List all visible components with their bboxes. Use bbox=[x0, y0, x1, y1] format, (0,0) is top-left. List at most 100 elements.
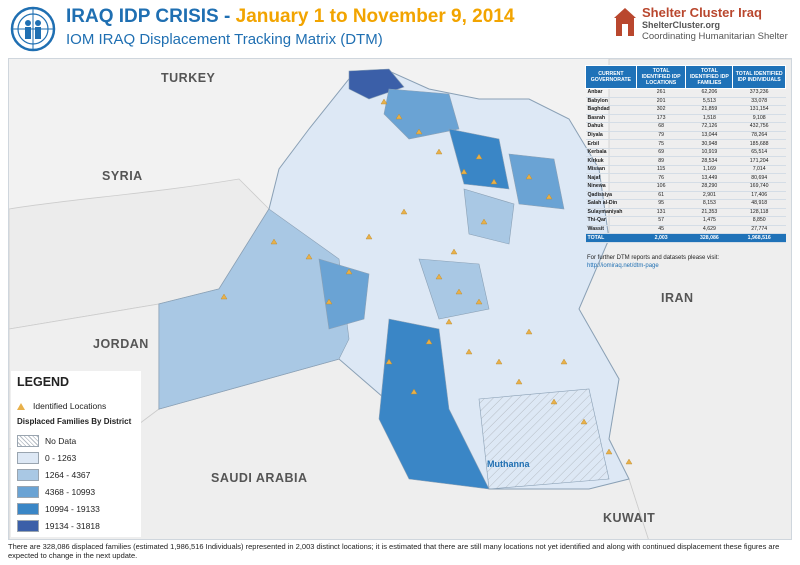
legend-swatch bbox=[17, 435, 39, 447]
location-marker bbox=[345, 268, 353, 275]
sulaymaniyah-district bbox=[508, 153, 565, 210]
location-marker bbox=[465, 348, 473, 355]
table-row: Baghdad 302 21,859 131,154 bbox=[585, 105, 786, 115]
location-marker bbox=[400, 208, 408, 215]
dtm-link[interactable]: http://iomiraq.net/dtm-page bbox=[587, 263, 659, 269]
value-cell: 2,901 bbox=[685, 191, 733, 201]
value-cell: 79 bbox=[636, 131, 686, 141]
table-header-row: CURRENT GOVERNORATE TOTAL IDENTIFIED IDP… bbox=[585, 65, 786, 89]
country-label-iran: IRAN bbox=[661, 291, 694, 305]
location-marker bbox=[380, 98, 388, 105]
value-cell: 106 bbox=[636, 182, 686, 192]
governorate-cell: Babylon bbox=[585, 97, 637, 107]
table-row: Kerbala 69 10,919 65,514 bbox=[585, 148, 786, 158]
map-panel: TURKEY SYRIA JORDAN SAUDI ARABIA IRAN KU… bbox=[8, 58, 792, 540]
value-cell: 33,078 bbox=[732, 97, 786, 107]
dtm-note: For further DTM reports and datasets ple… bbox=[587, 255, 720, 261]
value-cell: 61 bbox=[636, 191, 686, 201]
value-cell: 21,353 bbox=[685, 208, 733, 218]
location-marker bbox=[480, 218, 488, 225]
location-marker bbox=[550, 398, 558, 405]
value-cell: 185,688 bbox=[732, 139, 786, 149]
governorate-cell: Wassit bbox=[585, 225, 637, 235]
value-cell: 261 bbox=[636, 88, 686, 98]
governorate-cell: Baghdad bbox=[585, 105, 637, 115]
country-label-syria: SYRIA bbox=[102, 169, 143, 183]
location-marker bbox=[625, 458, 633, 465]
legend-class-label: No Data bbox=[45, 436, 77, 446]
column-header: TOTAL IDENTIFIED IDP INDIVIDUALS bbox=[732, 65, 786, 89]
legend-class: No Data bbox=[17, 435, 137, 448]
country-label-kuwait: KUWAIT bbox=[603, 511, 656, 525]
shelter-cluster-name: Shelter Cluster Iraq bbox=[642, 5, 762, 20]
location-marker bbox=[450, 248, 458, 255]
governorate-label-muthanna: Muthanna bbox=[487, 459, 530, 469]
footer-note: There are 328,086 displaced families (es… bbox=[8, 542, 780, 560]
value-cell: 21,859 bbox=[685, 105, 733, 115]
value-cell: 8,850 bbox=[732, 216, 786, 226]
location-marker bbox=[305, 253, 313, 260]
location-marker bbox=[490, 178, 498, 185]
table-row: Kirkuk 89 28,534 171,204 bbox=[585, 156, 786, 166]
title-date: January 1 to November 9, 2014 bbox=[235, 6, 515, 27]
value-cell: 72,126 bbox=[685, 122, 733, 132]
triangle-marker-icon bbox=[17, 403, 25, 410]
table-row: Sulaymaniyah 131 21,353 128,118 bbox=[585, 208, 786, 218]
value-cell: 115 bbox=[636, 165, 686, 175]
location-marker bbox=[605, 448, 613, 455]
total-value-cell: 1,968,516 bbox=[732, 233, 786, 243]
location-marker bbox=[445, 318, 453, 325]
baghdad-district bbox=[418, 258, 490, 320]
country-label-saudi-arabia: SAUDI ARABIA bbox=[211, 471, 308, 485]
value-cell: 28,534 bbox=[685, 156, 733, 166]
value-cell: 57 bbox=[636, 216, 686, 226]
value-cell: 201 bbox=[636, 97, 686, 107]
page-title: IRAQ IDP CRISIS - January 1 to November … bbox=[66, 6, 515, 27]
legend-locations: Identified Locations bbox=[17, 401, 106, 411]
location-marker bbox=[395, 113, 403, 120]
legend-swatch bbox=[17, 469, 39, 481]
value-cell: 4,629 bbox=[685, 225, 733, 235]
governorate-summary-table: CURRENT GOVERNORATE TOTAL IDENTIFIED IDP… bbox=[585, 65, 786, 243]
value-cell: 76 bbox=[636, 173, 686, 183]
location-marker bbox=[435, 273, 443, 280]
governorate-cell: Kerbala bbox=[585, 148, 637, 158]
country-label-jordan: JORDAN bbox=[93, 337, 149, 351]
table-row: Babylon 201 5,513 33,078 bbox=[585, 97, 786, 107]
location-marker bbox=[495, 358, 503, 365]
table-row: Erbil 75 30,948 185,688 bbox=[585, 139, 786, 149]
location-marker bbox=[425, 338, 433, 345]
header: IRAQ IDP CRISIS - January 1 to November … bbox=[0, 0, 800, 56]
governorate-cell: Kirkuk bbox=[585, 156, 637, 166]
legend-class-label: 4368 - 10993 bbox=[45, 487, 96, 497]
value-cell: 173 bbox=[636, 114, 686, 124]
legend-class: 1264 - 4367 bbox=[17, 469, 137, 482]
legend-class: 10994 - 19133 bbox=[17, 503, 137, 516]
legend-class: 19134 - 31818 bbox=[17, 520, 137, 533]
value-cell: 9,108 bbox=[732, 114, 786, 124]
value-cell: 8,153 bbox=[685, 199, 733, 209]
kirkuk-district bbox=[463, 188, 515, 245]
location-marker bbox=[525, 173, 533, 180]
governorate-cell: Anbar bbox=[585, 88, 637, 98]
shelter-cluster-logo-icon bbox=[614, 8, 636, 36]
value-cell: 27,774 bbox=[732, 225, 786, 235]
location-marker bbox=[270, 238, 278, 245]
value-cell: 1,169 bbox=[685, 165, 733, 175]
governorate-cell: Thi-Qar bbox=[585, 216, 637, 226]
location-marker bbox=[560, 358, 568, 365]
table-total-row: TOTAL 2,003 328,086 1,968,516 bbox=[585, 233, 786, 243]
value-cell: 30,948 bbox=[685, 139, 733, 149]
value-cell: 95 bbox=[636, 199, 686, 209]
table-row: Basrah 173 1,518 9,108 bbox=[585, 114, 786, 124]
legend-swatch bbox=[17, 452, 39, 464]
location-marker bbox=[460, 168, 468, 175]
total-label-cell: TOTAL bbox=[585, 233, 637, 243]
table-row: Diyala 79 13,044 78,264 bbox=[585, 131, 786, 141]
location-marker bbox=[475, 298, 483, 305]
legend-class-label: 0 - 1263 bbox=[45, 453, 77, 463]
value-cell: 62,206 bbox=[685, 88, 733, 98]
legend-class-label: 10994 - 19133 bbox=[45, 504, 100, 514]
location-marker bbox=[410, 388, 418, 395]
location-marker bbox=[365, 233, 373, 240]
